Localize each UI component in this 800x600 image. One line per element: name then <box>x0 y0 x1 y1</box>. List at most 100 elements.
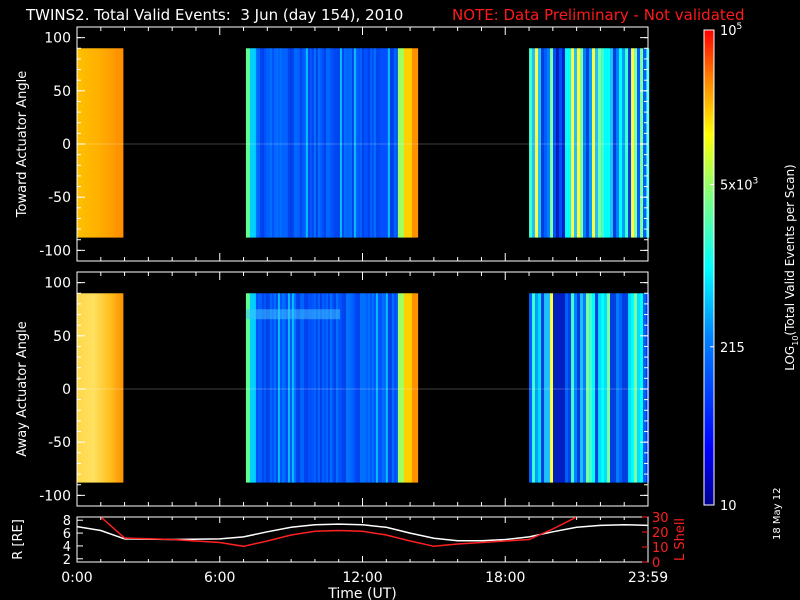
heatmap-column <box>299 293 303 483</box>
heatmap-column <box>341 48 345 238</box>
title-note: NOTE: Data Preliminary - Not validated <box>452 6 745 24</box>
heatmap-column <box>277 293 281 483</box>
heatmap-column <box>613 48 617 238</box>
heatmap-column <box>625 48 629 238</box>
heatmap-column <box>289 48 293 238</box>
heatmap-column <box>333 293 337 483</box>
heatmap-column <box>637 48 641 238</box>
heatmap-column <box>616 293 620 483</box>
heatmap-column <box>577 293 581 483</box>
heatmap-column <box>311 293 315 483</box>
heatmap-column <box>307 48 311 238</box>
heatmap-column <box>367 293 371 483</box>
heatmap-column <box>643 48 647 238</box>
heatmap-column <box>616 48 620 238</box>
heatmap-column <box>373 293 377 483</box>
heatmap-column <box>571 48 575 238</box>
heatmap-column <box>253 48 257 238</box>
heatmap-column <box>622 293 626 483</box>
heatmap-column <box>353 293 357 483</box>
heatmap-column <box>607 48 611 238</box>
heatmap-column <box>385 293 389 483</box>
colorbar-gradient <box>703 29 715 506</box>
heatmap-column <box>409 293 413 483</box>
heatmap-column <box>309 293 313 483</box>
heatmap-column <box>335 48 339 238</box>
heatmap-column <box>634 293 638 483</box>
heatmap-column <box>349 48 353 238</box>
heatmap-column <box>535 293 539 483</box>
heatmap-column <box>327 293 331 483</box>
heatmap-column <box>363 293 367 483</box>
heatmap-column <box>399 293 403 483</box>
heatmap-column <box>279 293 283 483</box>
heatmap-column <box>622 48 626 238</box>
heatmap-column <box>269 293 273 483</box>
heatmap-column <box>291 293 295 483</box>
heatmap-column <box>383 293 387 483</box>
x-tick-label: 18:00 <box>485 570 525 586</box>
y-tick-label: 50 <box>53 329 71 345</box>
heatmap-block-high <box>77 48 124 238</box>
left-y-tick-label: 4 <box>63 540 71 555</box>
heatmap-column <box>568 293 572 483</box>
heatmap-column <box>349 293 353 483</box>
heatmap-column <box>613 293 617 483</box>
heatmap-column <box>532 293 536 483</box>
heatmap-column <box>285 48 289 238</box>
heatmap-column <box>391 293 395 483</box>
heatmap-column <box>247 48 251 238</box>
heatmap-column <box>634 48 638 238</box>
heatmap-column <box>259 48 263 238</box>
heatmap-column <box>550 293 554 483</box>
heatmap-column <box>343 293 347 483</box>
heatmap-column <box>403 48 407 238</box>
heatmap-column <box>631 48 635 238</box>
l-shell-line <box>100 517 577 548</box>
heatmap-column <box>395 293 399 483</box>
heatmap-column <box>592 293 596 483</box>
heatmap-column <box>559 293 563 483</box>
heatmap-column <box>383 48 387 238</box>
heatmap-column <box>529 48 533 238</box>
heatmap-column <box>353 48 357 238</box>
heatmap-column <box>357 48 361 238</box>
radial-distance-line <box>77 523 648 542</box>
heatmap-column <box>257 48 261 238</box>
heatmap-column <box>601 293 605 483</box>
heatmap-column <box>601 48 605 238</box>
heatmap-column <box>271 293 275 483</box>
heatmap-column <box>377 293 381 483</box>
heatmap-column <box>369 48 373 238</box>
colorbar-tick-label: 10 <box>720 499 737 514</box>
heatmap-column <box>317 48 321 238</box>
heatmap-column <box>273 293 277 483</box>
heatmap-column <box>625 293 629 483</box>
heatmap-column <box>604 293 608 483</box>
heatmap-column <box>279 48 283 238</box>
heatmap-column <box>363 48 367 238</box>
heatmap-column <box>293 48 297 238</box>
heatmap-column <box>387 293 391 483</box>
heatmap-column <box>628 293 632 483</box>
heatmap-column <box>559 48 563 238</box>
heatmap-column <box>355 293 359 483</box>
heatmap-column <box>319 48 323 238</box>
heatmap-panel-toward: 100 50 0 -50 -100 Toward Actuator Angle <box>15 26 650 262</box>
heatmap-column <box>538 293 542 483</box>
heatmap-column <box>255 293 259 483</box>
heatmap-column <box>619 293 623 483</box>
colorbar-label: LOG10(Total Valid Events per Scan) <box>783 164 800 371</box>
heatmap-column <box>275 293 279 483</box>
heatmap-band <box>245 309 341 320</box>
heatmap-column <box>281 48 285 238</box>
heatmap-column <box>371 293 375 483</box>
heatmap-column <box>245 293 249 483</box>
heatmap-column <box>303 48 307 238</box>
colorbar-tick-label: 5x103 <box>720 176 758 193</box>
heatmap-column <box>415 293 419 483</box>
heatmap-column <box>305 293 309 483</box>
heatmap-column <box>403 293 407 483</box>
heatmap-column <box>369 293 373 483</box>
